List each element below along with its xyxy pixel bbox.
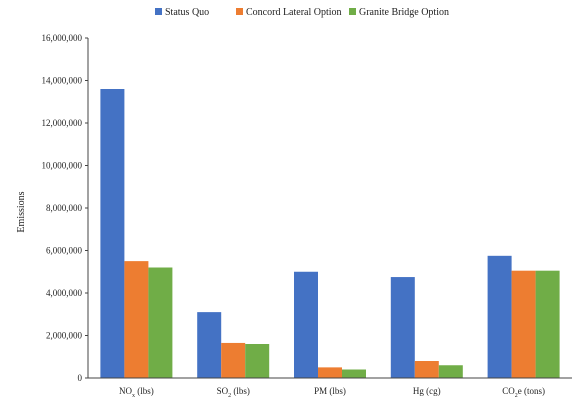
y-tick-label: 2,000,000 <box>46 331 83 341</box>
bar <box>342 369 366 378</box>
bar <box>124 261 149 378</box>
bar <box>100 89 125 378</box>
legend: Status Quo Concord Lateral Option Granite … <box>155 7 449 18</box>
y-tick-label: 14,000,000 <box>42 76 83 86</box>
legend-label: Status Quo <box>165 7 209 18</box>
x-tick-label: SO2 (lbs) <box>217 386 250 399</box>
y-axis-label: Emissions <box>16 191 27 232</box>
y-tick-label: 16,000,000 <box>42 33 83 43</box>
bar <box>390 277 415 378</box>
bar <box>414 361 439 378</box>
legend-label: Concord Lateral Option <box>246 7 342 18</box>
y-tick-label: 0 <box>78 373 83 383</box>
x-tick-label: Hg (cg) <box>413 386 441 396</box>
bar <box>438 365 463 378</box>
y-tick-label: 4,000,000 <box>46 288 83 298</box>
legend-label: Granite Bridge Option <box>359 7 449 18</box>
x-tick-label: NOx (lbs) <box>119 386 154 399</box>
y-tick-label: 12,000,000 <box>42 118 83 128</box>
bar <box>318 367 342 378</box>
y-axis: 0 2,000,000 4,000,000 6,000,000 8,000,000 10,… <box>42 33 89 383</box>
bar <box>487 255 512 378</box>
bar <box>511 270 536 378</box>
bar <box>221 342 246 378</box>
x-axis: NOx (lbs) SO2 (lbs) PM (lbs) Hg (cg) CO2e (t… <box>88 377 572 399</box>
bar <box>535 270 560 378</box>
bar <box>294 271 318 378</box>
legend-swatch <box>236 8 243 15</box>
legend-swatch <box>349 8 356 15</box>
y-tick-label: 10,000,000 <box>42 161 83 171</box>
legend-item: Concord Lateral Option <box>236 7 342 18</box>
bars <box>100 89 560 378</box>
x-tick-label: CO2e (tons) <box>502 386 545 399</box>
y-tick-label: 6,000,000 <box>46 246 83 256</box>
y-tick-label: 8,000,000 <box>46 203 83 213</box>
bar <box>245 344 270 378</box>
bar <box>148 267 173 378</box>
bar <box>197 312 222 378</box>
legend-item: Granite Bridge Option <box>349 7 449 18</box>
legend-swatch <box>155 8 162 15</box>
x-tick-label: PM (lbs) <box>314 386 346 396</box>
legend-item: Status Quo <box>155 7 209 18</box>
